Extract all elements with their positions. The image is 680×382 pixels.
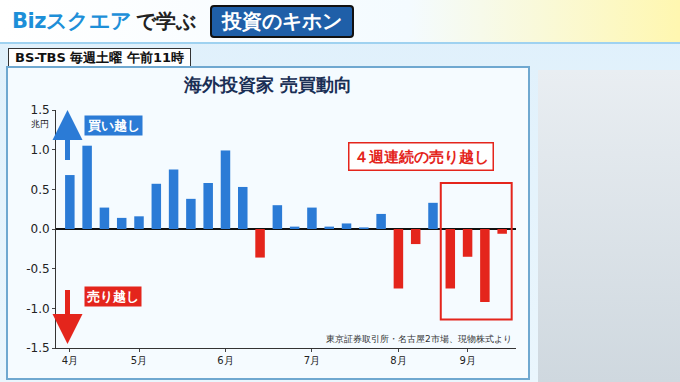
html-text:BS-TBS 毎週土曜 午前11時: BS-TBS 毎週土曜 午前11時 <box>15 50 184 65</box>
svg-text:5月: 5月 <box>131 355 147 366</box>
svg-text:兆円: 兆円 <box>31 119 49 129</box>
svg-text:0.5: 0.5 <box>31 183 50 197</box>
svg-text:-1.5: -1.5 <box>26 341 49 355</box>
svg-text:-1.0: -1.0 <box>26 302 49 316</box>
svg-text:7月: 7月 <box>304 355 320 366</box>
svg-text:４週連続の売り越し: ４週連続の売り越し <box>354 148 489 166</box>
html-text:投資のキホン: 投資のキホン <box>221 8 342 33</box>
html-text:Bizスクエアで学ぶ: Bizスクエアで学ぶ <box>12 8 196 33</box>
svg-text:1.0: 1.0 <box>31 143 50 157</box>
svg-text:6月: 6月 <box>217 355 233 366</box>
svg-text:海外投資家 売買動向: 海外投資家 売買動向 <box>183 74 352 95</box>
svg-text:4月: 4月 <box>62 355 78 366</box>
svg-text:8月: 8月 <box>390 355 406 366</box>
svg-text:0.0: 0.0 <box>31 222 50 236</box>
svg-text:買い越し: 買い越し <box>87 118 140 133</box>
svg-text:9月: 9月 <box>459 355 475 366</box>
svg-text:1.5: 1.5 <box>31 103 50 117</box>
svg-text:-0.5: -0.5 <box>26 262 49 276</box>
svg-text:売り越し: 売り越し <box>87 289 139 304</box>
svg-text:東京証券取引所・名古屋2市場、現物株式より: 東京証券取引所・名古屋2市場、現物株式より <box>326 334 512 344</box>
